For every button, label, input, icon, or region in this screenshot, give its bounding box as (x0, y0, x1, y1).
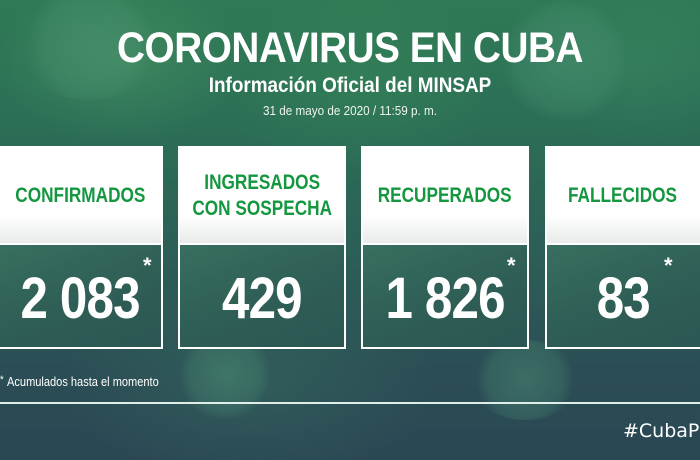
footnote-asterisk: * (0, 374, 4, 386)
card-label: CONFIRMADOS (15, 183, 146, 207)
card-value-panel: 1 826 * (363, 245, 527, 347)
asterisk-mark: * (507, 253, 516, 278)
virus-background-icon (470, 340, 580, 420)
card-value-panel: 429 (180, 245, 344, 347)
card-label: INGRESADOS CON SOSPECHA (192, 170, 332, 220)
report-date: 31 de mayo de 2020 / 11:59 p. m. (262, 103, 438, 118)
footnote-text: Acumulados hasta el momento (7, 374, 159, 389)
card-header: RECUPERADOS (363, 148, 527, 243)
virus-background-icon (500, 0, 630, 120)
hashtag: #CubaP (623, 420, 700, 442)
card-label: FALLECIDOS (568, 183, 678, 207)
card-label: RECUPERADOS (378, 183, 512, 207)
divider (0, 402, 700, 404)
stat-card-confirmados: CONFIRMADOS 2 083 * (0, 146, 163, 349)
virus-background-icon (20, 0, 160, 100)
card-header: FALLECIDOS (547, 148, 700, 243)
card-value: 1 826 (385, 265, 505, 331)
stat-card-ingresados: INGRESADOS CON SOSPECHA 429 (178, 146, 346, 349)
page-title: CORONAVIRUS EN CUBA (117, 24, 583, 72)
card-header: INGRESADOS CON SOSPECHA (180, 148, 344, 243)
stat-card-recuperados: RECUPERADOS 1 826 * (361, 146, 529, 349)
card-value: 83 (596, 265, 650, 331)
card-value: 2 083 (20, 265, 141, 331)
page-subtitle: Información Oficial del MINSAP (208, 74, 492, 97)
card-value: 429 (222, 265, 303, 331)
card-header: CONFIRMADOS (0, 148, 161, 243)
card-value-panel: 83 * (547, 245, 700, 347)
asterisk-mark: * (664, 253, 673, 278)
asterisk-mark: * (143, 253, 152, 278)
footnote: * Acumulados hasta el momento (0, 374, 159, 389)
stat-card-fallecidos: FALLECIDOS 83 * (545, 146, 700, 349)
card-value-panel: 2 083 * (0, 245, 161, 347)
